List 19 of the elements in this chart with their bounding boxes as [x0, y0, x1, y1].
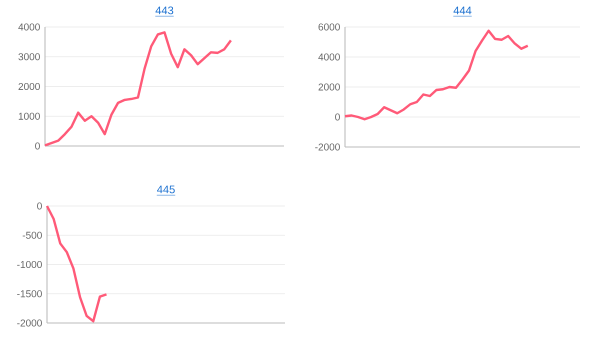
y-tick-label: -2000 — [315, 143, 340, 151]
y-tick-label: -1500 — [17, 290, 42, 298]
line-series — [344, 30, 529, 120]
chart-title: 443 — [156, 6, 174, 14]
y-tick-label: 4000 — [318, 53, 340, 61]
y-tick-label: 0 — [35, 142, 40, 150]
y-tick-label: 1000 — [18, 112, 40, 120]
y-tick-label: 3000 — [18, 53, 40, 60]
y-tick-label: 2000 — [318, 83, 340, 91]
y-tick-label: 2000 — [18, 82, 40, 90]
y-tick-label: -1000 — [17, 260, 42, 268]
chart-title: 444 — [454, 6, 472, 14]
y-tick-label: -500 — [22, 232, 42, 239]
y-tick-label: 0 — [335, 113, 340, 121]
y-tick-label: -2000 — [17, 319, 42, 327]
y-tick-label: 6000 — [318, 23, 340, 31]
y-tick-label: 4000 — [18, 23, 40, 31]
y-tick-label: 0 — [37, 202, 42, 210]
chart-title: 445 — [157, 186, 175, 194]
